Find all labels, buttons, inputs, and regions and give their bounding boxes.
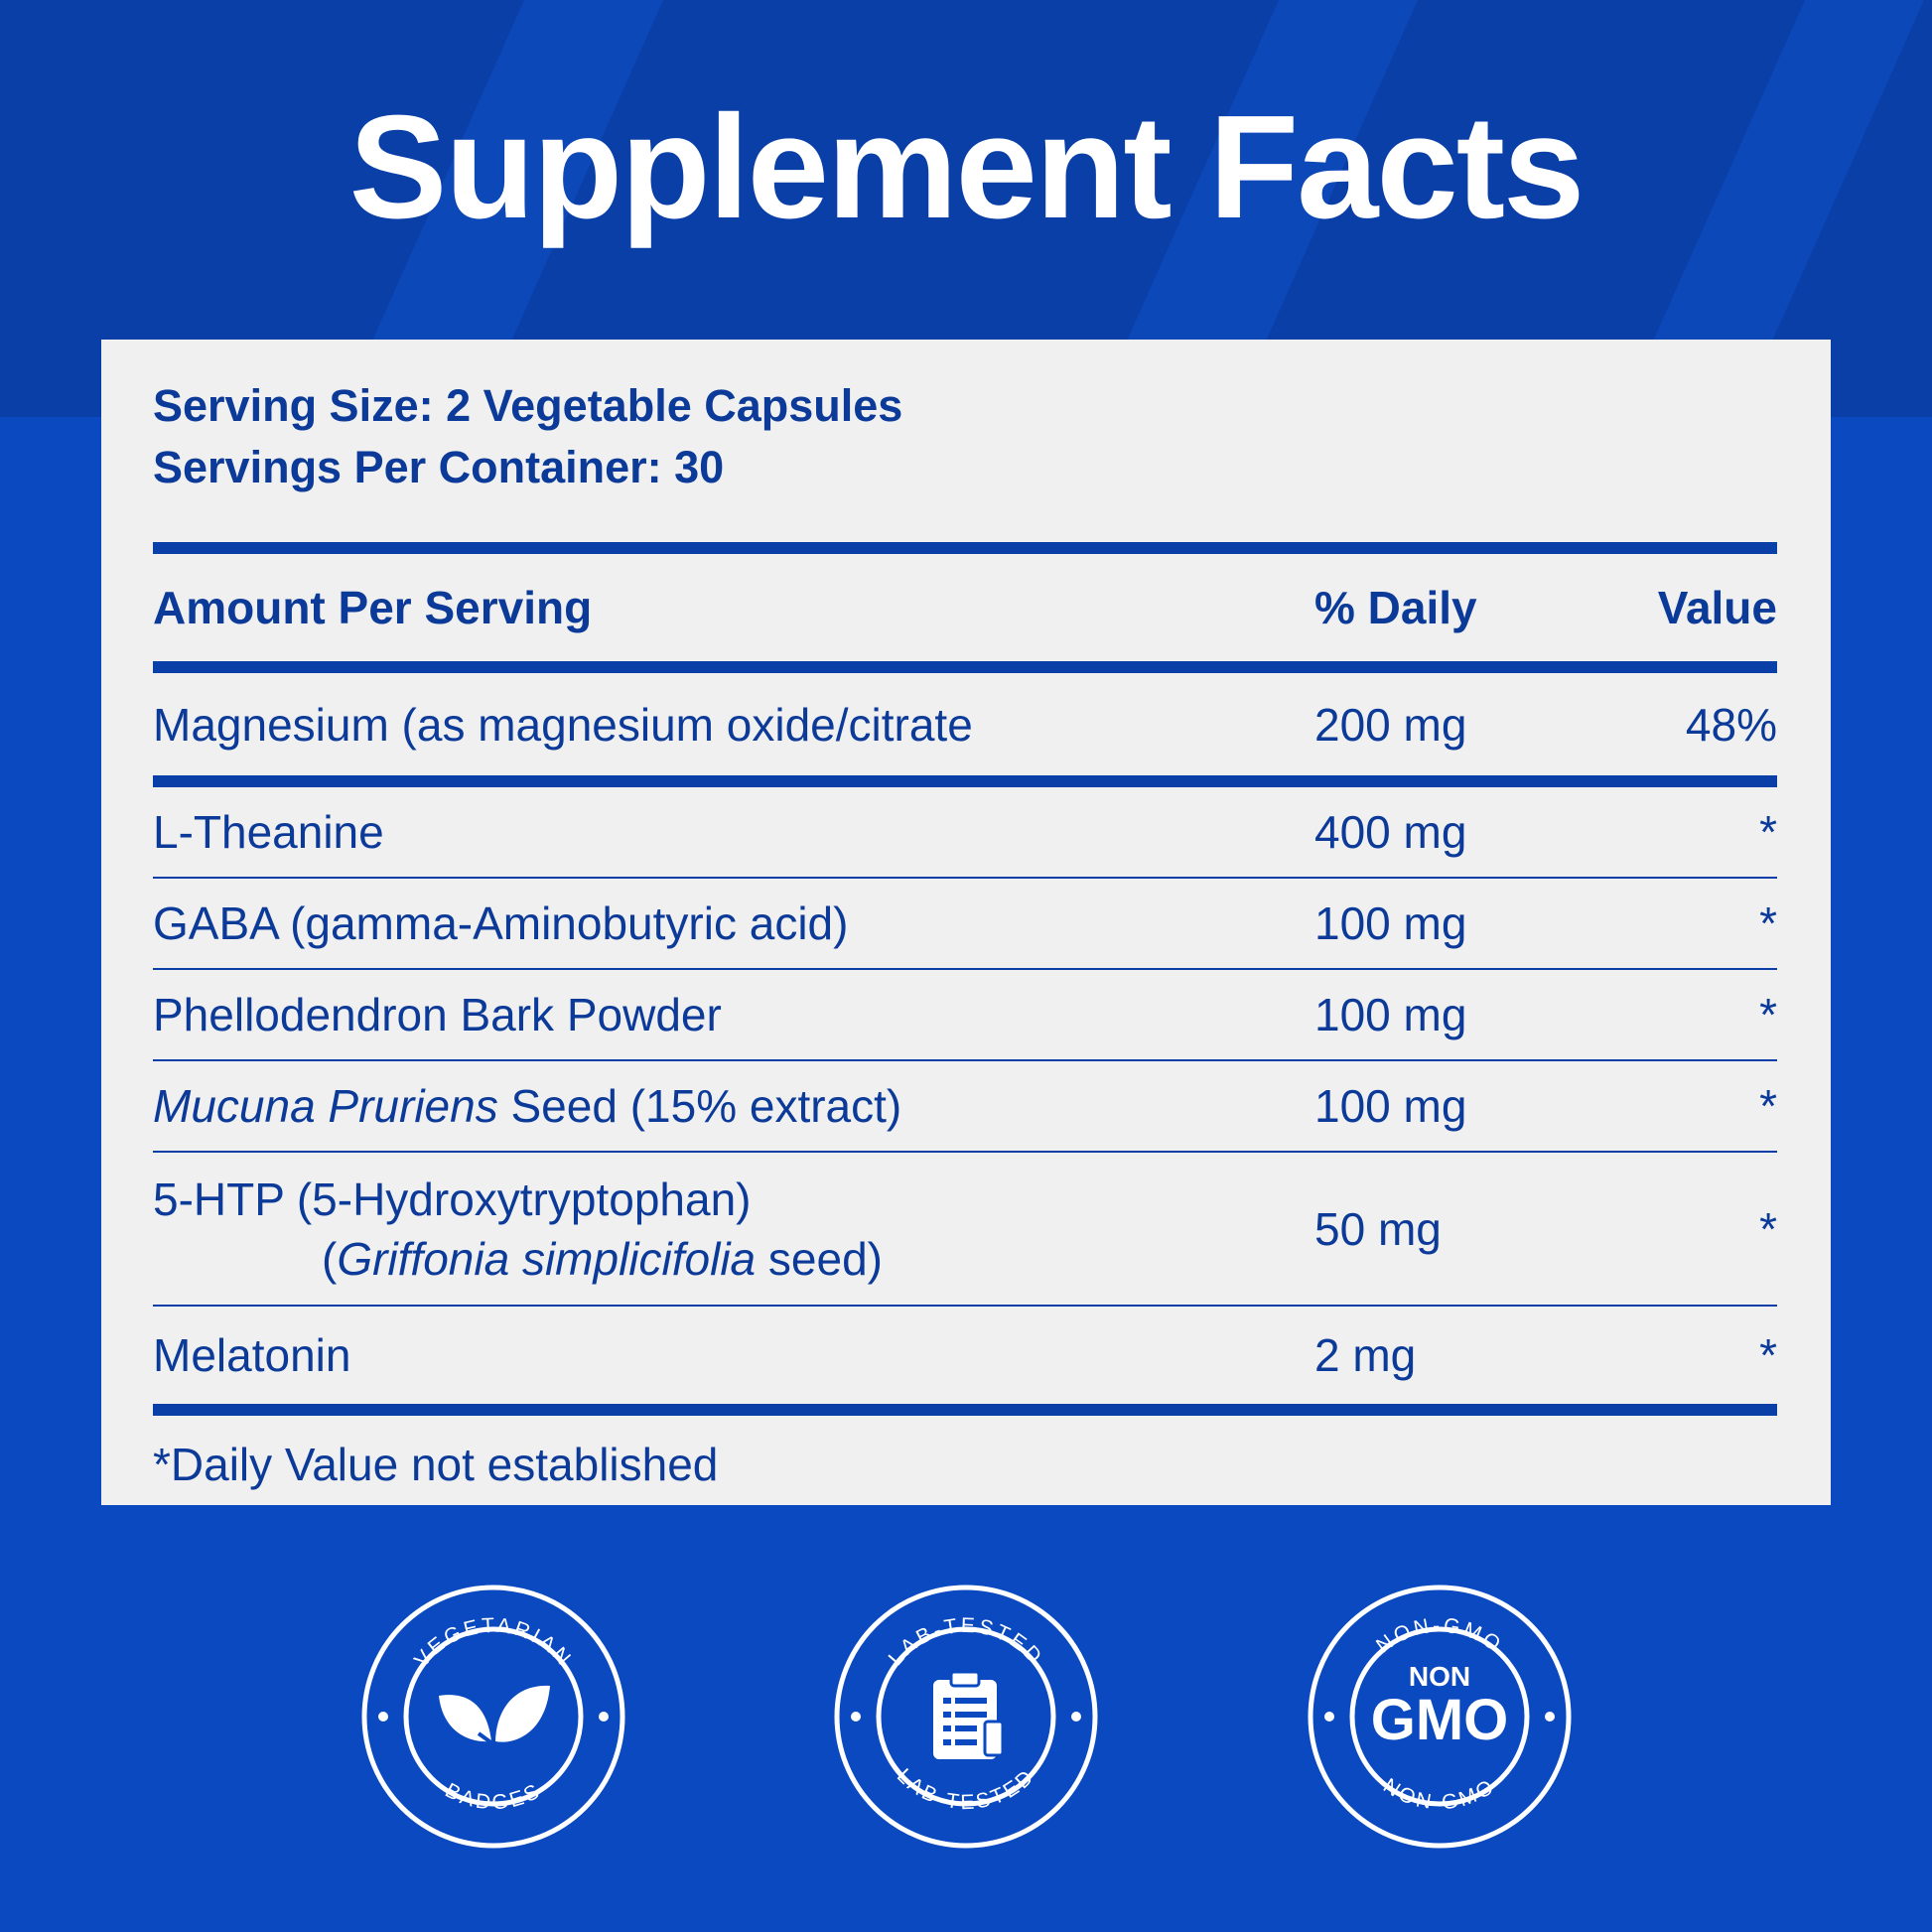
badge-center-small: NON <box>1409 1661 1470 1692</box>
divider-thin <box>153 1305 1777 1307</box>
divider-thin <box>153 1151 1777 1153</box>
svg-text:LAB-TESTED: LAB-TESTED <box>885 1614 1048 1670</box>
ingredient-amount: 100 mg <box>1314 1080 1467 1132</box>
ingredient-name-italic: Mucuna Pruriens <box>153 1080 498 1132</box>
badge-top-text: NON-GMO <box>1372 1614 1504 1658</box>
clipboard-icon <box>933 1670 1005 1759</box>
ingredient-dv: * <box>1759 1202 1777 1255</box>
header-amount: Amount Per Serving <box>153 582 593 633</box>
svg-text:NON-GMO: NON-GMO <box>1379 1774 1500 1814</box>
divider-thin <box>153 877 1777 879</box>
ingredient-amount: 2 mg <box>1314 1329 1417 1381</box>
ingredient-name: Magnesium (as magnesium oxide/citrate <box>153 698 973 751</box>
badge-center-big: GMO <box>1371 1688 1509 1752</box>
badge-bottom-text: BADGES <box>442 1779 543 1815</box>
page-title: Supplement Facts <box>348 85 1586 249</box>
svg-text:NON-GMO: NON-GMO <box>1372 1614 1507 1658</box>
leaf-icon <box>439 1685 550 1751</box>
table-header: Amount Per Serving % Daily Value <box>153 554 1777 661</box>
badge-top-text: VEGETARIAN <box>410 1614 574 1672</box>
ingredient-name: Melatonin <box>153 1329 351 1381</box>
table-row: Melatonin 2 mg * <box>153 1307 1777 1404</box>
ingredient-dv: * <box>1759 806 1777 858</box>
divider-thick <box>153 542 1777 554</box>
ingredient-dv: * <box>1759 1080 1777 1132</box>
badge-bottom-text: LAB-TESTED <box>893 1764 1036 1814</box>
divider-thin <box>153 1059 1777 1061</box>
divider-thick <box>153 775 1777 787</box>
table-row: Mucuna Pruriens Seed (15% extract) 100 m… <box>153 1061 1777 1151</box>
ingredient-dv: 48% <box>1685 698 1777 751</box>
ingredient-amount: 50 mg <box>1314 1202 1442 1255</box>
sub-rest: seed) <box>756 1232 883 1285</box>
ingredient-name: GABA (gamma-Aminobutyric acid) <box>153 897 849 949</box>
ingredient-name-line2: (Griffonia simplicifolia seed) <box>153 1229 1314 1289</box>
svg-text:LAB-TESTED: LAB-TESTED <box>893 1764 1039 1814</box>
svg-text:VEGETARIAN: VEGETARIAN <box>410 1614 577 1672</box>
ingredient-dv: * <box>1759 989 1777 1040</box>
vegetarian-badge: VEGETARIAN BADGES <box>361 1585 625 1849</box>
table-row: Phellodendron Bark Powder 100 mg * <box>153 970 1777 1059</box>
svg-text:BADGES: BADGES <box>442 1779 546 1815</box>
ingredient-name-line1: 5-HTP (5-Hydroxytryptophan) <box>153 1173 752 1225</box>
ingredient-name: Mucuna Pruriens Seed (15% extract) <box>153 1079 1314 1133</box>
divider-thin <box>153 968 1777 970</box>
table-row: 5-HTP (5-Hydroxytryptophan) (Griffonia s… <box>153 1153 1777 1305</box>
table-row: L-Theanine 400 mg * <box>153 787 1777 877</box>
badge-top-text: LAB-TESTED <box>885 1614 1045 1670</box>
supplement-facts-panel: Serving Size: 2 Vegetable Capsules Servi… <box>101 340 1831 1505</box>
ingredient-name-rest: Seed (15% extract) <box>497 1080 902 1132</box>
table-row: Magnesium (as magnesium oxide/citrate 20… <box>153 673 1777 775</box>
lab-tested-badge: LAB-TESTED LAB-TESTED <box>834 1585 1098 1849</box>
ingredient-amount: 100 mg <box>1314 989 1467 1040</box>
header-daily: % Daily <box>1314 582 1477 633</box>
footnote: *Daily Value not established <box>153 1439 719 1490</box>
servings-per-container: Servings Per Container: 30 <box>153 442 725 492</box>
badge-bottom-text: NON-GMO <box>1379 1774 1497 1814</box>
header-value: Value <box>1657 582 1777 633</box>
ingredient-name: Phellodendron Bark Powder <box>153 989 722 1040</box>
ingredient-name: 5-HTP (5-Hydroxytryptophan) (Griffonia s… <box>153 1170 1314 1289</box>
ingredient-amount: 200 mg <box>1314 698 1467 751</box>
table-row: GABA (gamma-Aminobutyric acid) 100 mg * <box>153 879 1777 968</box>
divider-thick <box>153 1404 1777 1416</box>
non-gmo-badge: NON-GMO NON-GMO NON GMO <box>1308 1585 1572 1849</box>
sub-open: ( <box>322 1232 338 1285</box>
ingredient-name: L-Theanine <box>153 806 384 858</box>
serving-size: Serving Size: 2 Vegetable Capsules <box>153 380 903 431</box>
ingredient-amount: 400 mg <box>1314 806 1467 858</box>
ingredient-amount: 100 mg <box>1314 897 1467 949</box>
ingredient-dv: * <box>1759 897 1777 949</box>
ingredient-dv: * <box>1759 1329 1777 1381</box>
sub-italic: Griffonia simplicifolia <box>337 1232 757 1285</box>
divider-thick <box>153 661 1777 673</box>
